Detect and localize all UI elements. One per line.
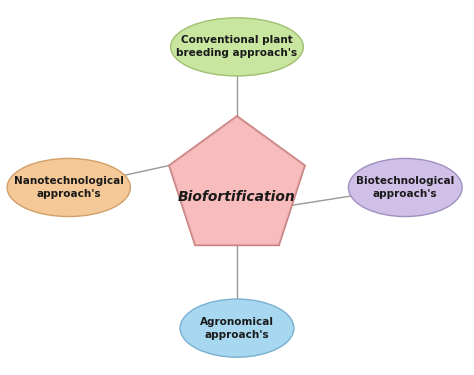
Polygon shape: [169, 116, 305, 245]
Polygon shape: [169, 116, 305, 245]
Text: Conventional plant
breeding approach's: Conventional plant breeding approach's: [176, 35, 298, 58]
Ellipse shape: [348, 158, 462, 217]
Ellipse shape: [180, 299, 294, 357]
Ellipse shape: [171, 18, 303, 76]
Text: Nanotechnological
approach's: Nanotechnological approach's: [14, 176, 124, 199]
Text: Agronomical
approach's: Agronomical approach's: [200, 316, 274, 340]
Text: Biotechnological
approach's: Biotechnological approach's: [356, 176, 455, 199]
Text: Biofortification: Biofortification: [178, 190, 296, 204]
Ellipse shape: [7, 158, 130, 217]
